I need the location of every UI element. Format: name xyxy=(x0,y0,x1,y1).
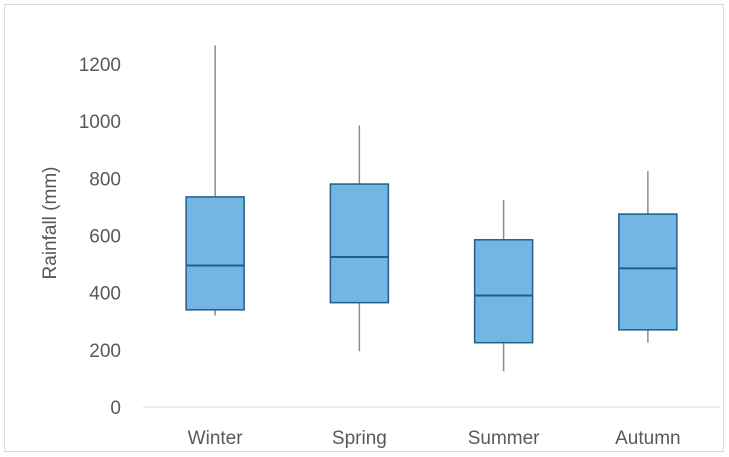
y-tick-label: 400 xyxy=(89,284,121,305)
box-winter xyxy=(185,45,245,316)
box-series xyxy=(185,45,678,372)
y-axis-ticks: 0 200 400 600 800 1000 1200 xyxy=(79,55,121,419)
interquartile-box xyxy=(473,239,534,344)
y-tick-label: 1200 xyxy=(79,55,121,76)
y-tick-label: 0 xyxy=(110,398,121,419)
x-tick-label: Summer xyxy=(468,428,540,449)
x-tick-label: Winter xyxy=(188,428,244,449)
interquartile-box xyxy=(618,213,678,331)
y-axis-title: Rainfall (mm) xyxy=(40,167,61,280)
y-tick-label: 1000 xyxy=(79,112,121,133)
y-tick-label: 800 xyxy=(89,169,121,190)
box-spring xyxy=(329,125,390,352)
interquartile-box xyxy=(329,183,390,304)
y-tick-label: 600 xyxy=(89,227,121,248)
x-axis-ticks: Winter Spring Summer Autumn xyxy=(188,428,681,449)
box-autumn xyxy=(618,171,678,343)
y-tick-label: 200 xyxy=(89,341,121,362)
interquartile-box xyxy=(185,196,245,311)
x-tick-label: Spring xyxy=(332,428,387,449)
box-summer xyxy=(473,199,534,372)
x-tick-label: Autumn xyxy=(615,428,680,449)
